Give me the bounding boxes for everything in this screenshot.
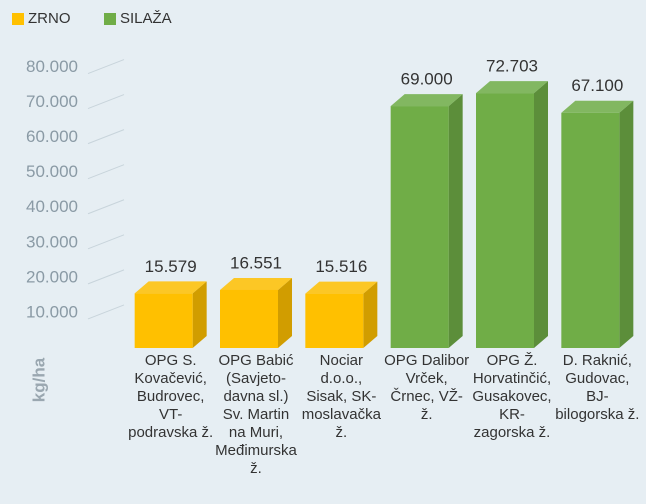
- bar: [561, 112, 620, 348]
- legend-swatch: [12, 12, 24, 25]
- y-tick-label: 50.000: [26, 162, 78, 181]
- x-tick-label: D. Raknić, Gudovac, BJ-bilogorska ž.: [555, 352, 640, 423]
- x-tick-label: OPG Babić (Savjeto-davna sl.) Sv. Martin…: [215, 352, 297, 477]
- y-tick-label: 40.000: [26, 197, 78, 216]
- bar-top: [134, 281, 207, 294]
- y-tick-label: 60.000: [26, 127, 78, 146]
- grid-line: [87, 304, 125, 320]
- bar-top: [305, 281, 378, 294]
- legend-swatch: [104, 12, 116, 25]
- grid-line: [87, 59, 125, 74]
- data-label: 15.579: [145, 257, 197, 276]
- x-tick-label: Nociar d.o.o., Sisak, SK-moslavačka ž.: [301, 352, 381, 441]
- y-tick-label: 80.000: [26, 57, 78, 76]
- bar: [305, 293, 364, 348]
- bar-side: [619, 100, 634, 348]
- bar: [134, 293, 193, 348]
- x-tick-label: OPG S. Kovačević, Budrovec, VT-podravska…: [128, 352, 214, 441]
- data-label: 67.100: [571, 76, 623, 95]
- data-label: 16.551: [230, 253, 282, 272]
- bar: [390, 106, 449, 348]
- bar-top: [476, 81, 548, 94]
- x-tick-label: OPG Dalibor Vrček, Črnec, VŽ- ž.: [384, 352, 470, 423]
- grid-line: [87, 199, 125, 215]
- data-label: 69.000: [401, 70, 453, 89]
- grid-line: [87, 164, 125, 180]
- y-tick-label: 20.000: [26, 267, 78, 286]
- data-label: 15.516: [315, 257, 367, 276]
- data-label: 72.703: [486, 57, 538, 76]
- legend-item: ZRNO: [12, 10, 71, 27]
- y-tick-label: 70.000: [26, 92, 78, 111]
- grid-line: [87, 234, 125, 250]
- x-tick-label: OPG Ž. Horvatinčić, Gusakovec, KR-zagors…: [472, 352, 552, 441]
- y-tick-label: 10.000: [26, 302, 78, 321]
- bar-top: [561, 100, 634, 113]
- bar-side: [534, 81, 548, 349]
- legend-label: SILAŽA: [120, 10, 172, 27]
- bar-side: [278, 277, 292, 348]
- y-tick-label: 30.000: [26, 232, 78, 251]
- bar-top: [390, 94, 463, 107]
- bar: [220, 289, 278, 348]
- bar: [476, 93, 534, 348]
- bar-side: [192, 281, 207, 348]
- y-axis-label: kg/ha: [29, 357, 48, 402]
- grid-line: [87, 269, 125, 285]
- bar-top: [220, 277, 292, 290]
- bar-side: [363, 281, 378, 348]
- grid-line: [87, 94, 125, 110]
- bar-side: [448, 94, 463, 348]
- legend-item: SILAŽA: [104, 10, 172, 27]
- legend-label: ZRNO: [28, 10, 71, 27]
- grid-line: [87, 129, 125, 145]
